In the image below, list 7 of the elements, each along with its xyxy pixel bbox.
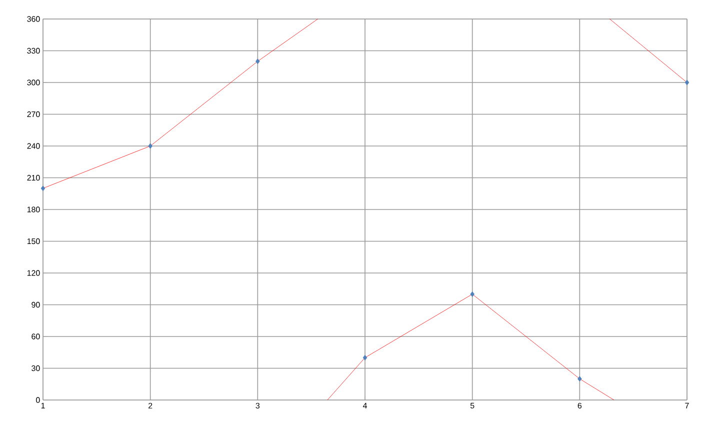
point (148, 143, 152, 149)
point (470, 291, 474, 297)
point (40, 186, 46, 192)
point (256, 58, 260, 64)
point (578, 376, 582, 382)
point (684, 80, 690, 86)
point (362, 354, 368, 360)
